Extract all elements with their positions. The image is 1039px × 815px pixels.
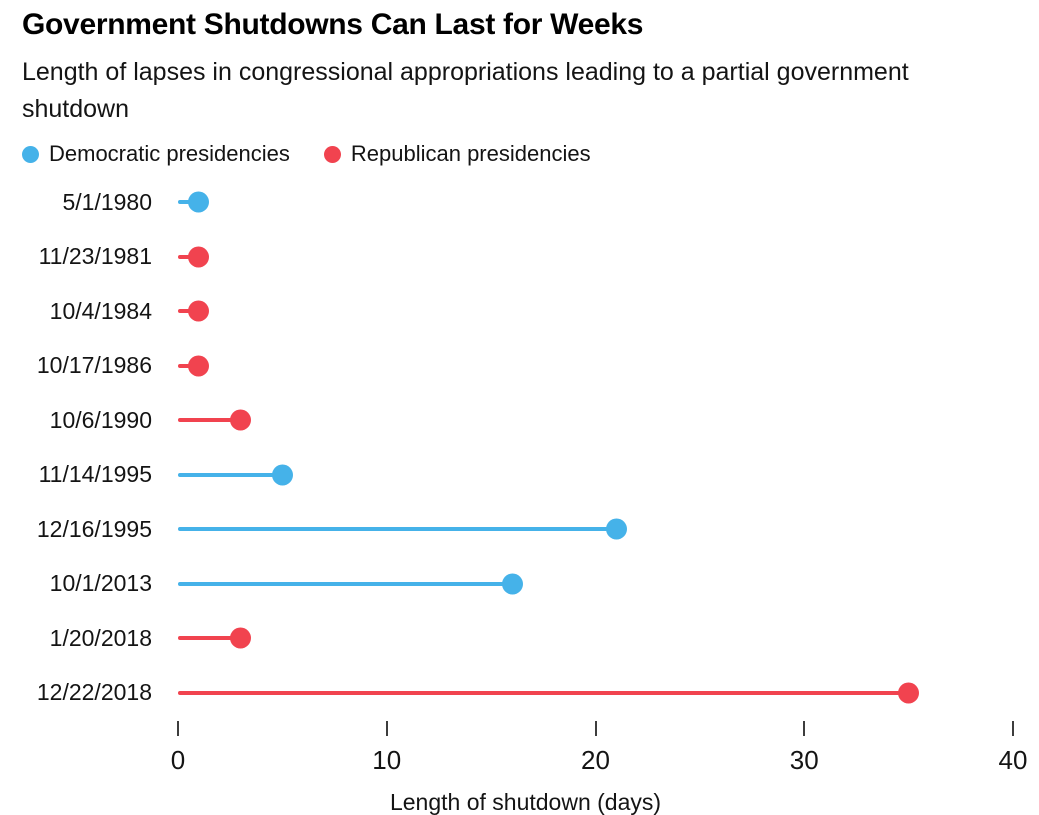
- category-label: 11/14/1995: [38, 461, 152, 488]
- chart-rows: 5/1/1980 11/23/1981 10/4/1984 10/17/1986 10/…: [22, 175, 1039, 720]
- chart-row: 11/23/1981: [22, 230, 1039, 285]
- legend-dot-republican-icon: [323, 145, 341, 163]
- lollipop-stem: [178, 363, 195, 368]
- lollipop: [178, 502, 1013, 557]
- lollipop: [178, 666, 1013, 721]
- chart-row: 11/14/1995: [22, 448, 1039, 503]
- lollipop: [178, 557, 1013, 612]
- legend-label-republican: Republican presidencies: [350, 141, 591, 166]
- page-subtitle: Length of lapses in congressional approp…: [22, 58, 909, 123]
- lollipop-stem: [178, 527, 613, 532]
- x-axis-tick-label: 30: [789, 745, 819, 775]
- legend-item-republican: Republican presidencies: [323, 141, 591, 167]
- lollipop-dot: [188, 355, 210, 377]
- x-axis: 0 10 20 30 40: [171, 720, 1028, 775]
- lollipop: [178, 393, 1013, 448]
- lollipop: [178, 284, 1013, 339]
- lollipop-dot: [605, 518, 627, 540]
- x-axis-title: Length of shutdown (days): [389, 789, 662, 815]
- lollipop-dot: [271, 464, 293, 486]
- legend-item-democratic: Democratic presidencies: [22, 141, 290, 167]
- lollipop-stem: [178, 690, 905, 695]
- chart-row: 10/17/1986: [22, 339, 1039, 394]
- category-label: 12/22/2018: [36, 679, 152, 706]
- chart-row: 12/16/1995: [22, 502, 1039, 557]
- lollipop-stem: [178, 200, 195, 205]
- category-label: 10/4/1984: [49, 297, 152, 324]
- chart-row: 10/6/1990: [22, 393, 1039, 448]
- chart-legend: Democratic presidencies Republican presi…: [22, 141, 1039, 167]
- lollipop-stem: [178, 254, 195, 259]
- category-label: 11/23/1981: [38, 243, 152, 270]
- lollipop-stem: [178, 309, 195, 314]
- lollipop-dot: [501, 573, 523, 595]
- lollipop-dot: [230, 409, 252, 431]
- x-axis-tick: [803, 721, 806, 736]
- lollipop-stem: [178, 636, 237, 641]
- lollipop-dot: [188, 300, 210, 322]
- x-axis-labels: 0 10 20 30 40: [171, 745, 1028, 775]
- lollipop-dot: [188, 246, 210, 268]
- lollipop: [178, 175, 1013, 230]
- category-label: 10/6/1990: [49, 406, 152, 433]
- lollipop: [178, 339, 1013, 394]
- category-label: 12/16/1995: [36, 515, 152, 542]
- category-label: 10/17/1986: [36, 352, 152, 379]
- page-title: Government Shutdowns Can Last for Weeks: [22, 8, 644, 41]
- lollipop-stem: [178, 472, 279, 477]
- chart-row: 5/1/1980: [22, 175, 1039, 230]
- category-label: 1/20/2018: [49, 624, 152, 651]
- x-axis-tick-label: 0: [170, 745, 186, 775]
- x-axis-tick-label: 10: [372, 745, 402, 775]
- x-axis-tick-label: 40: [998, 745, 1028, 775]
- x-axis-tick: [594, 721, 597, 736]
- lollipop: [178, 611, 1013, 666]
- lollipop-dot: [230, 627, 252, 649]
- category-label: 5/1/1980: [62, 188, 152, 215]
- chart-row: 10/4/1984: [22, 284, 1039, 339]
- lollipop-dot: [188, 191, 210, 213]
- x-axis-tick: [1012, 721, 1014, 736]
- chart-row: 1/20/2018: [22, 611, 1039, 666]
- lollipop-stem: [178, 418, 237, 423]
- lollipop: [178, 230, 1013, 285]
- chart-row: 12/22/2018: [22, 666, 1039, 721]
- x-axis-tick: [385, 721, 388, 736]
- lollipop: [178, 448, 1013, 503]
- x-axis-tick-label: 20: [581, 745, 610, 775]
- legend-label-democratic: Democratic presidencies: [49, 141, 290, 166]
- lollipop-dot: [898, 682, 920, 704]
- category-label: 10/1/2013: [49, 570, 152, 597]
- chart-row: 10/1/2013: [22, 557, 1039, 612]
- legend-dot-democratic-icon: [22, 145, 39, 163]
- x-axis-tick: [177, 721, 179, 736]
- lollipop-stem: [178, 581, 508, 586]
- x-axis-ticks: [177, 720, 1014, 736]
